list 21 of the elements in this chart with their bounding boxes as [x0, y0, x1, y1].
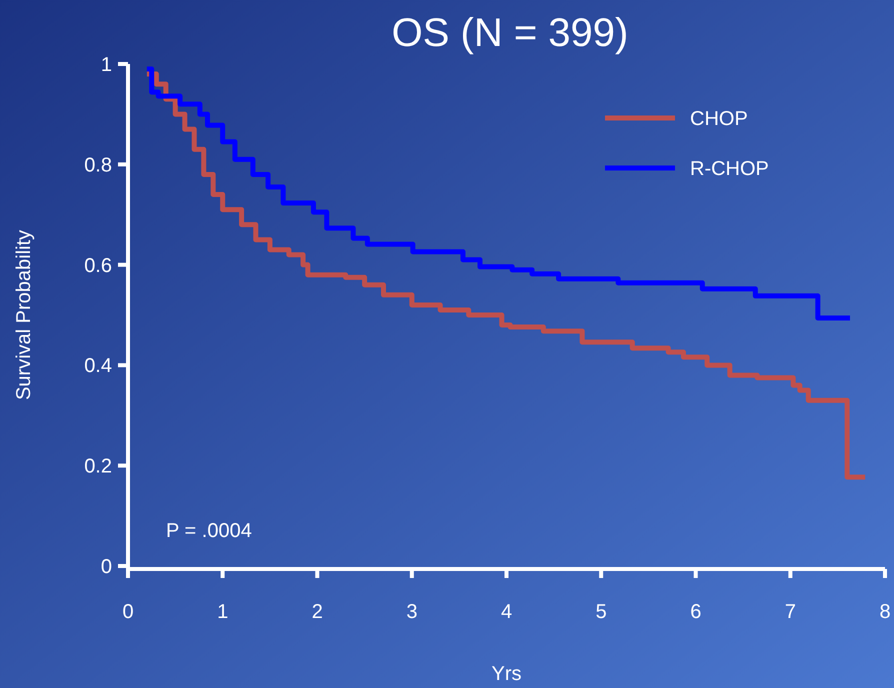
x-tick-label: 0 — [122, 601, 134, 623]
x-tick-label: 6 — [690, 601, 702, 623]
x-tick-label: 1 — [217, 601, 228, 623]
x-tick-label: 8 — [879, 601, 891, 623]
y-tick-label: 1 — [100, 54, 112, 76]
x-axis-title: Yrs — [492, 663, 522, 685]
x-tick-label: 7 — [784, 601, 796, 623]
legend-label: CHOP — [690, 108, 748, 130]
y-tick-label: 0.2 — [84, 456, 112, 478]
x-tick-label: 4 — [500, 601, 512, 623]
y-tick-label: 0 — [100, 556, 112, 578]
x-tick-label: 2 — [312, 601, 323, 623]
y-tick-label: 0.8 — [84, 154, 112, 176]
x-tick-label: 3 — [406, 601, 418, 623]
y-tick-label: 0.4 — [84, 355, 112, 378]
chart-title: OS (N = 399) — [392, 11, 628, 55]
x-tick-label: 5 — [596, 601, 607, 623]
annotation: P = .0004 — [166, 520, 252, 542]
y-axis-title: Survival Probability — [13, 230, 35, 400]
legend-label: R-CHOP — [690, 158, 769, 180]
y-tick-label: 0.6 — [84, 254, 112, 277]
